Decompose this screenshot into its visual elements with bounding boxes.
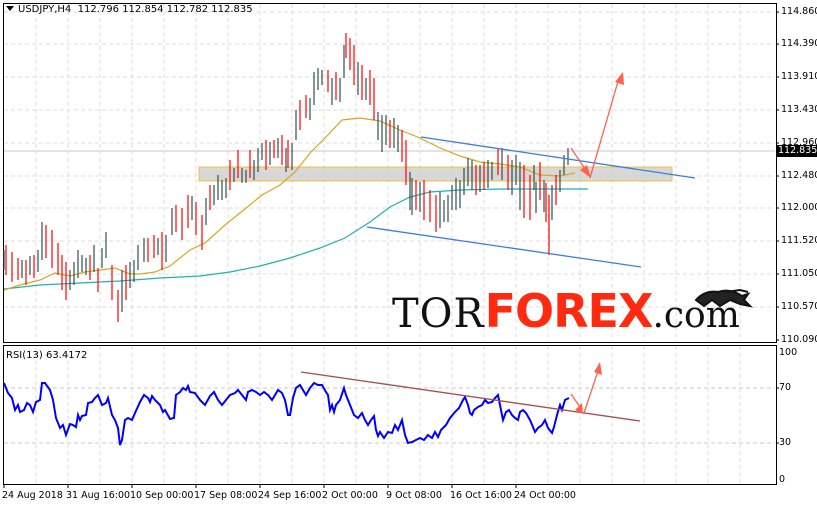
price-tick: 114.860 — [781, 6, 817, 17]
rsi-grid — [4, 346, 775, 483]
price-bars — [3, 33, 569, 322]
forecast-arrow-rsi — [570, 362, 602, 414]
rsi-tick: 0 — [779, 474, 786, 485]
time-tick: 17 Sep 08:00 — [194, 490, 258, 501]
price-tick: 112.000 — [781, 202, 817, 213]
time-tick: 31 Aug 16:00 — [66, 490, 131, 501]
symbol-label: USDJPY,H4 — [18, 4, 72, 15]
price-tick: 112.960 — [781, 137, 817, 148]
time-tick: 24 Oct 00:00 — [514, 490, 576, 501]
torforex-logo: TORFOREX.com — [392, 284, 740, 340]
forecast-arrow-main — [570, 72, 624, 179]
time-tick: 9 Oct 08:00 — [386, 490, 442, 501]
chart-title: USDJPY,H4 112.796 112.854 112.782 112.83… — [6, 4, 253, 15]
rsi-line — [3, 381, 570, 446]
channel-lower-line — [366, 226, 642, 268]
dropdown-triangle-icon[interactable] — [6, 6, 14, 11]
time-tick: 24 Aug 2018 — [2, 490, 63, 501]
price-tick: 111.520 — [781, 235, 817, 246]
time-tick: 24 Sep 16:00 — [258, 490, 322, 501]
rsi-label: RSI(13) 63.4172 — [6, 350, 88, 361]
price-tick: 114.390 — [781, 38, 817, 49]
fast-ma-line — [3, 117, 576, 291]
price-tick: 110.090 — [781, 334, 817, 345]
rsi-tick: 70 — [779, 382, 792, 393]
logo-com: .com — [652, 295, 740, 336]
price-tick: 112.480 — [781, 170, 817, 181]
time-tick: 2 Oct 00:00 — [322, 490, 378, 501]
support-zone — [198, 166, 673, 182]
logo-forex: FOREX — [484, 284, 654, 338]
current-price-badge: 112.835 — [776, 145, 817, 157]
channel-upper-line — [420, 136, 696, 179]
rsi-tick: 100 — [779, 347, 798, 358]
price-tick: 113.430 — [781, 104, 817, 115]
price-tick: 111.050 — [781, 268, 817, 279]
price-tick: 110.570 — [781, 301, 817, 312]
rsi-tick: 30 — [779, 437, 792, 448]
ohlc-values: 112.796 112.854 112.782 112.835 — [77, 4, 253, 15]
price-tick: 113.910 — [781, 71, 817, 82]
time-tick: 16 Oct 16:00 — [450, 490, 512, 501]
time-tick: 10 Sep 00:00 — [130, 490, 194, 501]
logo-tor: TOR — [392, 291, 485, 337]
rsi-trendline — [300, 371, 641, 422]
bull-icon — [694, 288, 754, 308]
